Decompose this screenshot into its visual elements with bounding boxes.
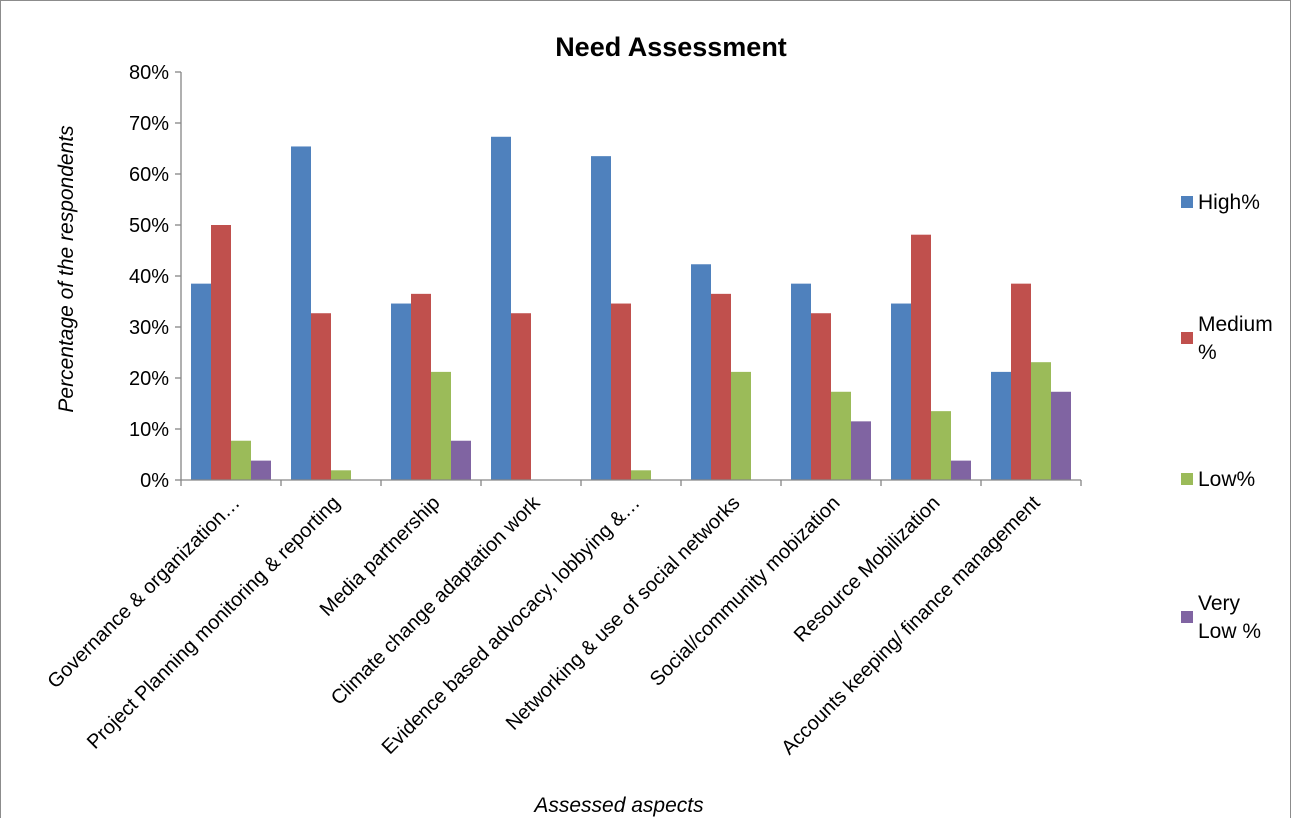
bar xyxy=(691,264,711,480)
bar xyxy=(611,303,631,480)
legend-swatch xyxy=(1181,332,1193,344)
y-tick-label: 10% xyxy=(129,419,169,441)
bar xyxy=(1031,362,1051,480)
y-axis-title: Percentage of the respondents xyxy=(55,125,78,413)
y-tick-label: 20% xyxy=(129,368,169,390)
y-tick-label: 80% xyxy=(129,62,169,84)
bar xyxy=(431,371,451,480)
bar xyxy=(591,156,611,480)
chart-title: Need Assessment xyxy=(555,32,787,62)
bar xyxy=(731,371,751,480)
legend: High% Medium% Low% Very Low % xyxy=(1181,191,1273,643)
legend-label: Low% xyxy=(1198,468,1255,491)
bar xyxy=(1051,391,1071,480)
bar xyxy=(231,440,251,480)
y-tick-label: 40% xyxy=(129,266,169,288)
bar xyxy=(411,293,431,480)
legend-label: Very xyxy=(1198,592,1241,615)
bar xyxy=(391,303,411,480)
bar xyxy=(991,371,1011,480)
legend-item: Very Low % xyxy=(1181,592,1261,643)
bar xyxy=(1011,283,1031,480)
legend-swatch xyxy=(1181,473,1193,485)
bar xyxy=(951,460,971,480)
bar xyxy=(811,313,831,480)
y-tick-label: 70% xyxy=(129,113,169,135)
y-tick-label: 30% xyxy=(129,317,169,339)
x-axis-title: Assessed aspects xyxy=(532,794,704,817)
y-tick-label: 50% xyxy=(129,215,169,237)
bar xyxy=(711,293,731,480)
legend-item: High% xyxy=(1181,191,1260,214)
bar xyxy=(911,234,931,480)
legend-label: High% xyxy=(1198,191,1260,214)
bar xyxy=(931,411,951,480)
legend-swatch xyxy=(1181,611,1193,623)
bar xyxy=(331,470,351,480)
bar xyxy=(831,391,851,480)
plot-area: 0% 10% 20% 30% 40% 50% 60% 70% 80% Governance & o… xyxy=(43,62,1082,759)
bar xyxy=(311,313,331,480)
bar xyxy=(851,421,871,480)
y-tick-label: 60% xyxy=(129,164,169,186)
legend-label: Medium xyxy=(1198,313,1273,336)
bar xyxy=(511,313,531,480)
x-category-label: Social/community mobization xyxy=(646,492,845,691)
bar xyxy=(451,440,471,480)
bar xyxy=(491,136,511,480)
legend-label: % xyxy=(1198,341,1217,364)
bar xyxy=(251,460,271,480)
x-category-label: Governance & organization… xyxy=(43,492,244,693)
legend-label: Low % xyxy=(1198,620,1261,643)
x-category-label: Climate change adaptation work xyxy=(327,491,545,709)
bar xyxy=(291,146,311,480)
legend-item: Low% xyxy=(1181,468,1255,491)
bar xyxy=(191,283,211,480)
bar xyxy=(211,225,231,480)
bar xyxy=(891,303,911,480)
bar xyxy=(631,470,651,480)
legend-swatch xyxy=(1181,196,1193,208)
y-tick-label: 0% xyxy=(140,470,169,492)
bar xyxy=(791,283,811,480)
legend-item: Medium% xyxy=(1181,313,1273,364)
